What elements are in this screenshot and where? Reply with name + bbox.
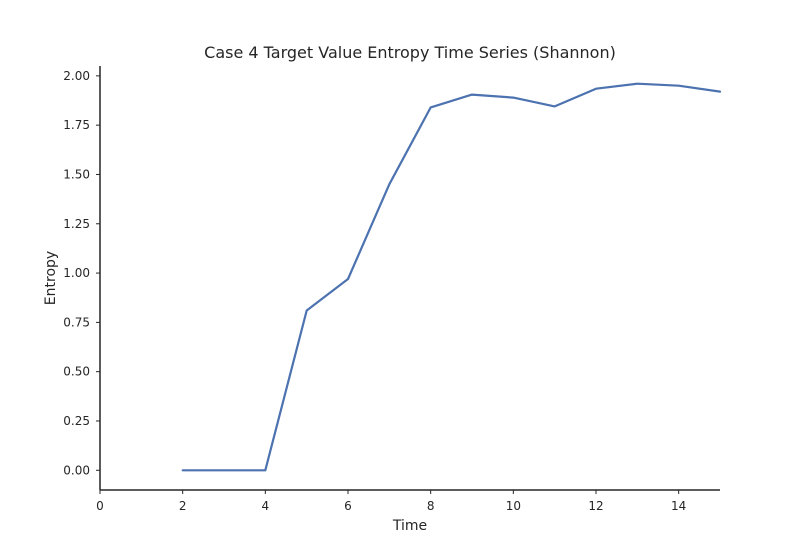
y-tick-label: 0.50: [63, 365, 90, 379]
x-tick-label: 4: [262, 499, 270, 513]
x-axis-ticks: 0 2 4 6 8 10 12 14: [96, 490, 686, 513]
y-tick-label: 1.00: [63, 266, 90, 280]
x-tick-label: 14: [671, 499, 686, 513]
series-group: [181, 82, 722, 472]
y-axis-label: Entropy: [43, 251, 59, 305]
x-tick-label: 0: [96, 499, 104, 513]
y-tick-label: 1.75: [63, 118, 90, 132]
x-axis-label: Time: [392, 518, 427, 534]
y-tick-label: 1.25: [63, 217, 90, 231]
x-tick-label: 2: [179, 499, 187, 513]
y-tick-label: 0.25: [63, 414, 90, 428]
chart-title: Case 4 Target Value Entropy Time Series …: [204, 43, 616, 62]
y-tick-label: 1.50: [63, 167, 90, 181]
x-tick-label: 6: [344, 499, 352, 513]
y-axis-ticks: 0.00 0.25 0.50 0.75 1.00 1.25 1.50 1.75 2.00: [63, 69, 100, 477]
x-tick-label: 10: [506, 499, 521, 513]
y-tick-label: 0.00: [63, 463, 90, 477]
y-tick-label: 0.75: [63, 315, 90, 329]
series-line: [181, 82, 722, 472]
x-tick-label: 8: [427, 499, 435, 513]
x-tick-label: 12: [588, 499, 603, 513]
y-tick-label: 2.00: [63, 69, 90, 83]
